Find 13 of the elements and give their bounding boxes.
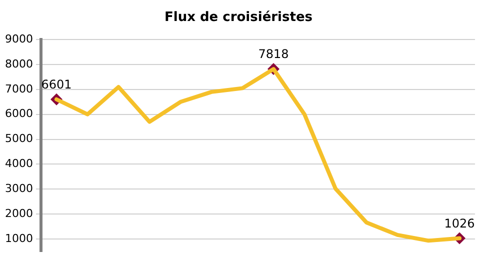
y-tick-label: 8000	[4, 57, 33, 70]
y-tick-label: 6000	[4, 107, 33, 120]
data-label: 7818	[258, 47, 289, 62]
data-label: 1026	[444, 216, 475, 230]
y-tick-label: 9000	[4, 32, 33, 46]
y-tick-label: 2000	[4, 206, 33, 220]
y-tick-label: 3000	[4, 182, 33, 195]
data-label: 6601	[41, 78, 72, 92]
y-tick-label: 7000	[4, 82, 33, 96]
y-tick-label: 4000	[4, 157, 33, 170]
chart-title: Flux de croisiéristes	[164, 10, 313, 26]
y-tick-label: 5000	[4, 132, 33, 146]
y-tick-label: 1000	[4, 232, 33, 245]
